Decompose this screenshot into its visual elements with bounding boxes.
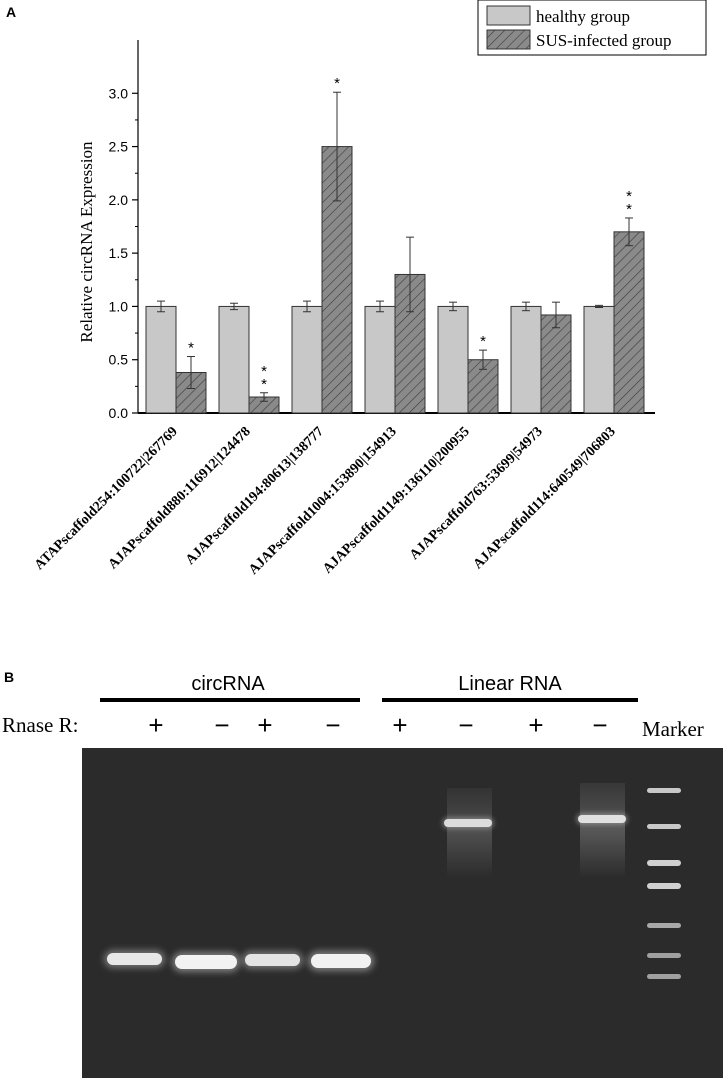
- gel-smear-linear-2: [580, 783, 625, 878]
- marker-band: [647, 923, 681, 928]
- y-tick-label: 0.5: [109, 352, 129, 368]
- marker-band: [647, 974, 681, 979]
- rnase-lane-sign: −: [214, 710, 230, 740]
- significance-marker: *: [626, 188, 632, 205]
- marker-band: [647, 883, 681, 889]
- gel-smear-linear-1: [447, 788, 492, 878]
- significance-marker: *: [261, 376, 267, 393]
- circrna-group-label: circRNA: [191, 673, 265, 695]
- bar-healthy: [437, 305, 469, 414]
- y-tick-label: 3.0: [109, 85, 129, 101]
- marker-label: Marker: [642, 717, 704, 741]
- gel-band-circ-2: [175, 955, 237, 969]
- x-tick-label: AJAPscaffold194:80613|138777: [183, 424, 327, 568]
- significance-marker: *: [261, 363, 267, 380]
- marker-band: [647, 953, 681, 958]
- rnase-lane-sign: +: [392, 710, 408, 740]
- rnase-r-label: Rnase R:: [2, 713, 79, 737]
- significance-marker: *: [480, 333, 486, 350]
- linear-group-bar: [382, 698, 638, 702]
- significance-marker: *: [334, 75, 340, 92]
- rnase-lane-sign: +: [148, 710, 164, 740]
- significance-marker: *: [626, 201, 632, 218]
- rnase-lane-sign: +: [257, 710, 273, 740]
- rnase-lane-sign: −: [325, 710, 341, 740]
- bar-healthy: [145, 305, 177, 414]
- rnase-lane-sign: −: [592, 710, 608, 740]
- legend: healthy group SUS-infected group: [477, 0, 707, 56]
- y-tick-label: 1.0: [109, 298, 129, 314]
- rnase-lane-sign: +: [528, 710, 544, 740]
- x-tick-label: ATAPscaffold254:100722|267769: [32, 424, 181, 573]
- bar-chart: A 0.0 0.5 1.0 1.5 2.0 2.5 3.0 * ATAPscaffold254:…: [6, 0, 707, 578]
- gel-band-linear-1: [444, 819, 492, 827]
- bar-healthy: [364, 305, 396, 414]
- circrna-group-bar: [100, 698, 360, 702]
- legend-label-healthy: healthy group: [536, 7, 630, 26]
- gel-marker-ladder: [645, 748, 685, 1078]
- gel-band-linear-2: [578, 815, 626, 823]
- panel-a-label: A: [6, 4, 16, 20]
- legend-swatch-sus: [486, 29, 531, 50]
- gel-band-circ-4: [311, 954, 371, 968]
- rnase-lane-sign: −: [458, 710, 474, 740]
- bar-sus-infected: [540, 314, 572, 414]
- panel-b: B circRNA Linear RNA Rnase R: Marker + − +…: [0, 655, 725, 1078]
- gel-image: [82, 748, 723, 1078]
- marker-band: [647, 860, 681, 866]
- significance-marker: *: [188, 340, 194, 357]
- marker-band: [647, 788, 681, 793]
- bar-healthy: [218, 305, 250, 414]
- x-tick-label: AJAPscaffold880:116912|124478: [106, 424, 254, 572]
- y-tick-label: 1.5: [109, 245, 129, 261]
- y-tick-label: 2.5: [109, 139, 129, 155]
- bar-healthy: [583, 305, 615, 414]
- y-tick-label: 0.0: [109, 405, 129, 421]
- x-tick-label: AJAPscaffold1004:153890|154913: [246, 424, 400, 578]
- gel-band-circ-3: [245, 954, 300, 966]
- marker-band: [647, 824, 681, 829]
- bar-sus-infected: [613, 231, 645, 414]
- panel-b-label: B: [4, 669, 15, 685]
- linear-group-label: Linear RNA: [458, 673, 562, 695]
- y-axis-title: Relative circRNA Expression: [77, 141, 96, 343]
- x-tick-label: AJAPscaffold1149:136110|200955: [320, 424, 472, 576]
- bar-healthy: [510, 305, 542, 414]
- bar-healthy: [291, 305, 323, 414]
- x-tick-label: AJAPscaffold763:53699|54973: [407, 424, 546, 563]
- x-tick-label: AJAPscaffold114:640549|706803: [471, 424, 619, 572]
- gel-band-circ-1: [107, 953, 162, 965]
- legend-swatch-healthy: [486, 5, 531, 26]
- y-tick-label: 2.0: [109, 192, 129, 208]
- legend-label-sus: SUS-infected group: [536, 31, 672, 50]
